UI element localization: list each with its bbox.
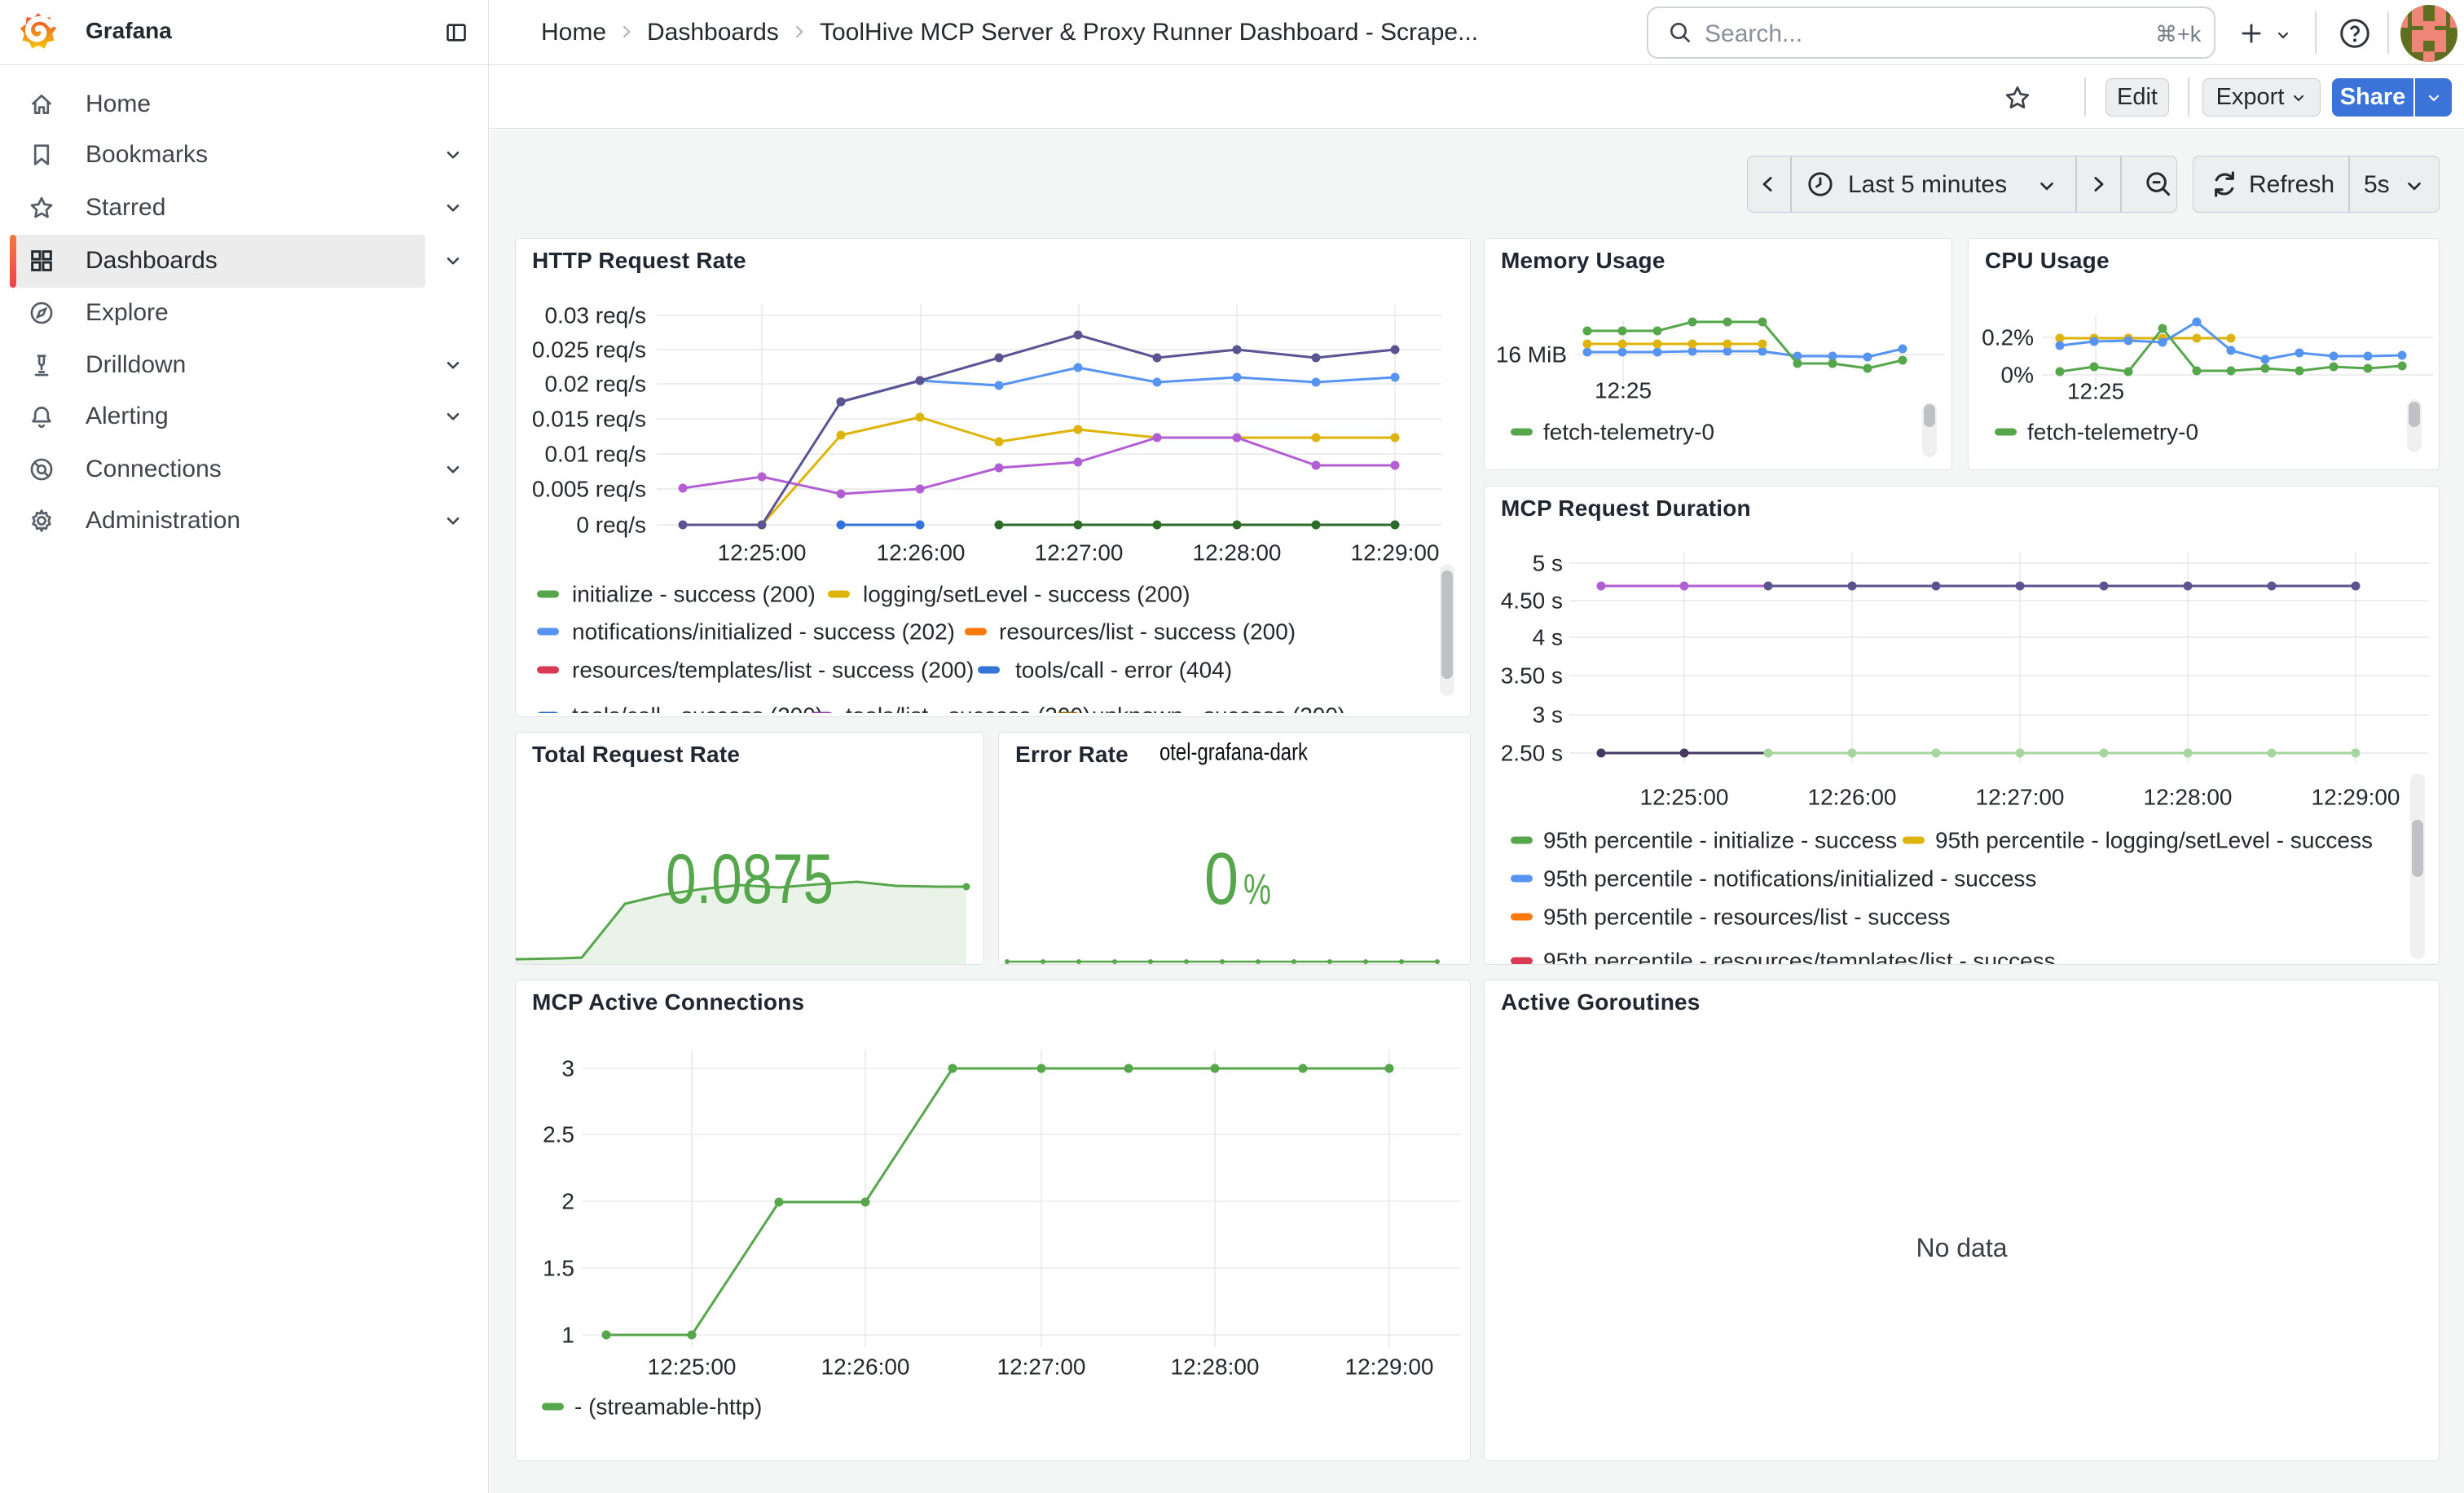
svg-text:tools/call - success (200): tools/call - success (200)	[572, 703, 823, 714]
svg-text:fetch-telemetry-0: fetch-telemetry-0	[1543, 420, 1714, 445]
svg-text:logging/setLevel - success (20: logging/setLevel - success (200)	[863, 582, 1190, 607]
svg-text:resources/list - success (200): resources/list - success (200)	[999, 619, 1296, 645]
svg-text:12:26:00: 12:26:00	[877, 540, 966, 566]
svg-text:12:25:00: 12:25:00	[1640, 785, 1729, 810]
svg-text:0.01 req/s: 0.01 req/s	[544, 442, 646, 467]
svg-text:12:27:00: 12:27:00	[997, 1354, 1086, 1380]
svg-text:tools/call - error (404): tools/call - error (404)	[1015, 658, 1232, 683]
svg-text:- (streamable-http): - (streamable-http)	[574, 1394, 762, 1420]
svg-text:95th percentile - notification: 95th percentile - notifications/initiali…	[1543, 866, 2036, 892]
svg-text:95th percentile - resources/te: 95th percentile - resources/templates/li…	[1543, 949, 2056, 965]
svg-text:0.0875: 0.0875	[666, 840, 834, 918]
svg-text:95th percentile - resources/li: 95th percentile - resources/list - succe…	[1543, 905, 1951, 930]
svg-text:3.50 s: 3.50 s	[1501, 663, 1563, 689]
svg-text:12:25:00: 12:25:00	[648, 1354, 737, 1380]
svg-text:12:29:00: 12:29:00	[1345, 1354, 1434, 1380]
svg-text:12:28:00: 12:28:00	[1171, 1354, 1260, 1380]
svg-text:0 req/s: 0 req/s	[576, 513, 646, 538]
svg-text:95th percentile - logging/setL: 95th percentile - logging/setLevel - suc…	[1935, 828, 2373, 853]
svg-text:95th percentile - initialize -: 95th percentile - initialize - success	[1543, 828, 1897, 853]
svg-text:notifications/initialized - su: notifications/initialized - success (202…	[572, 619, 955, 645]
svg-text:3 s: 3 s	[1533, 702, 1563, 728]
svg-text:1: 1	[561, 1323, 574, 1348]
svg-text:12:28:00: 12:28:00	[1193, 540, 1282, 566]
svg-text:%: %	[1243, 865, 1271, 914]
svg-text:0.02 req/s: 0.02 req/s	[544, 372, 646, 397]
svg-text:0.015 req/s: 0.015 req/s	[532, 407, 646, 432]
svg-text:5 s: 5 s	[1533, 551, 1563, 576]
svg-text:2.5: 2.5	[543, 1122, 574, 1147]
svg-text:0%: 0%	[2001, 363, 2034, 388]
svg-text:12:29:00: 12:29:00	[2312, 785, 2400, 810]
svg-text:resources/templates/list - suc: resources/templates/list - success (200)	[572, 658, 974, 683]
svg-text:12:25:00: 12:25:00	[718, 540, 807, 566]
svg-text:12:29:00: 12:29:00	[1351, 540, 1440, 566]
svg-text:otel-grafana-dark: otel-grafana-dark	[1159, 739, 1309, 766]
svg-text:12:28:00: 12:28:00	[2144, 785, 2233, 810]
svg-text:4.50 s: 4.50 s	[1501, 588, 1563, 614]
svg-text:12:27:00: 12:27:00	[1035, 540, 1124, 566]
svg-text:2: 2	[561, 1189, 574, 1214]
svg-text:unknown - success (200): unknown - success (200)	[1092, 703, 1345, 714]
svg-text:0.005 req/s: 0.005 req/s	[532, 477, 646, 502]
svg-text:tools/list - success (200): tools/list - success (200)	[846, 703, 1090, 714]
svg-text:12:26:00: 12:26:00	[821, 1354, 910, 1380]
svg-text:1.5: 1.5	[543, 1256, 574, 1281]
svg-text:initialize - success (200): initialize - success (200)	[572, 582, 816, 607]
svg-text:12:27:00: 12:27:00	[1976, 785, 2065, 810]
svg-text:4 s: 4 s	[1533, 625, 1563, 650]
svg-text:0.2%: 0.2%	[1982, 325, 2034, 350]
svg-text:0.025 req/s: 0.025 req/s	[532, 337, 646, 363]
svg-text:fetch-telemetry-0: fetch-telemetry-0	[2027, 420, 2198, 445]
svg-text:12:25: 12:25	[1595, 378, 1652, 403]
svg-text:0.03 req/s: 0.03 req/s	[544, 303, 646, 328]
svg-text:12:26:00: 12:26:00	[1808, 785, 1897, 810]
svg-text:3: 3	[561, 1056, 574, 1081]
svg-text:16 MiB: 16 MiB	[1496, 342, 1567, 368]
svg-text:0: 0	[1204, 839, 1239, 920]
svg-text:2.50 s: 2.50 s	[1501, 741, 1563, 766]
svg-text:12:25: 12:25	[2067, 379, 2124, 404]
